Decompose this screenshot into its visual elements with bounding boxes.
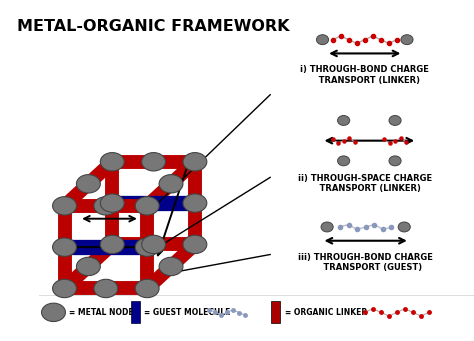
Text: iii) THROUGH-BOND CHARGE
     TRANSPORT (GUEST): iii) THROUGH-BOND CHARGE TRANSPORT (GUES…	[298, 253, 433, 272]
Ellipse shape	[183, 235, 207, 254]
Ellipse shape	[100, 235, 124, 254]
Ellipse shape	[94, 279, 118, 298]
Ellipse shape	[135, 238, 159, 256]
Ellipse shape	[100, 152, 124, 171]
Ellipse shape	[53, 238, 76, 256]
Ellipse shape	[321, 222, 333, 232]
Ellipse shape	[135, 197, 159, 215]
Text: = ORGANIC LINKER: = ORGANIC LINKER	[285, 308, 367, 317]
Ellipse shape	[317, 35, 328, 45]
Ellipse shape	[142, 235, 165, 254]
Ellipse shape	[142, 152, 165, 171]
Ellipse shape	[389, 156, 401, 166]
Text: = GUEST MOLECULE: = GUEST MOLECULE	[145, 308, 231, 317]
Bar	[131, 301, 140, 323]
Ellipse shape	[135, 279, 159, 298]
Bar	[271, 301, 280, 323]
Ellipse shape	[183, 194, 207, 212]
Ellipse shape	[389, 116, 401, 125]
Ellipse shape	[42, 303, 65, 322]
Ellipse shape	[76, 175, 100, 193]
Ellipse shape	[183, 152, 207, 171]
Ellipse shape	[401, 35, 413, 45]
Ellipse shape	[100, 194, 124, 212]
Text: i) THROUGH-BOND CHARGE
   TRANSPORT (LINKER): i) THROUGH-BOND CHARGE TRANSPORT (LINKER…	[301, 65, 429, 85]
Text: METAL-ORGANIC FRAMEWORK: METAL-ORGANIC FRAMEWORK	[18, 18, 290, 33]
Ellipse shape	[53, 279, 76, 298]
Ellipse shape	[76, 257, 100, 276]
Ellipse shape	[53, 197, 76, 215]
Ellipse shape	[398, 222, 410, 232]
Ellipse shape	[337, 156, 350, 166]
Text: = METAL NODE: = METAL NODE	[69, 308, 134, 317]
Ellipse shape	[337, 116, 350, 125]
Ellipse shape	[94, 197, 118, 215]
Ellipse shape	[159, 175, 183, 193]
Text: ii) THROUGH-SPACE CHARGE
    TRANSPORT (LINKER): ii) THROUGH-SPACE CHARGE TRANSPORT (LINK…	[298, 174, 432, 193]
Ellipse shape	[159, 257, 183, 276]
